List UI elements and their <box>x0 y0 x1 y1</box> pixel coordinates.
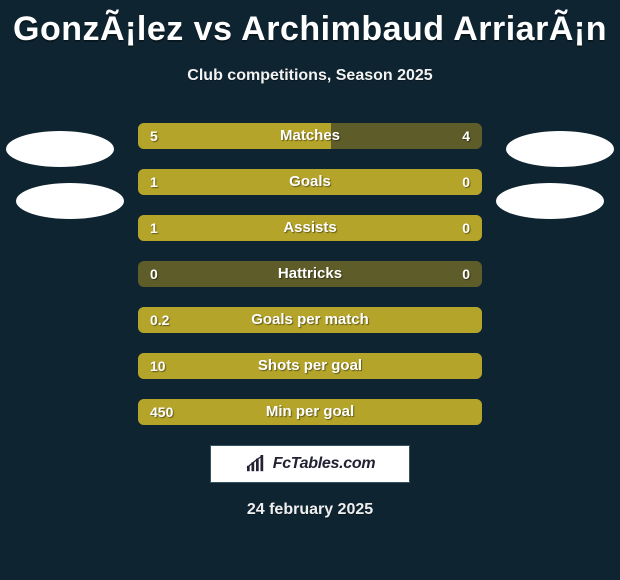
date-label: 24 february 2025 <box>0 501 620 519</box>
stat-label: Assists <box>138 215 482 241</box>
player-left-avatar <box>6 131 114 167</box>
page-title: GonzÃ¡lez vs Archimbaud ArriarÃ¡n <box>0 0 620 49</box>
stat-bars: 54Matches 10Goals 10Assists 00Hattricks 0.2G… <box>138 123 482 425</box>
comparison-stage: 54Matches 10Goals 10Assists 00Hattricks 0.2G… <box>0 123 620 425</box>
stat-label: Min per goal <box>138 399 482 425</box>
stat-row: 10Shots per goal <box>138 353 482 379</box>
stat-label: Hattricks <box>138 261 482 287</box>
stat-label: Goals per match <box>138 307 482 333</box>
stat-row: 10Goals <box>138 169 482 195</box>
player-right-avatar <box>506 131 614 167</box>
stat-row: 450Min per goal <box>138 399 482 425</box>
stat-row: 54Matches <box>138 123 482 149</box>
player-right-avatar-alt <box>496 183 604 219</box>
chart-icon <box>245 455 267 473</box>
subtitle: Club competitions, Season 2025 <box>0 67 620 85</box>
stat-row: 0.2Goals per match <box>138 307 482 333</box>
stat-label: Shots per goal <box>138 353 482 379</box>
stat-label: Matches <box>138 123 482 149</box>
watermark-text: FcTables.com <box>273 455 376 473</box>
stat-label: Goals <box>138 169 482 195</box>
stat-row: 00Hattricks <box>138 261 482 287</box>
stat-row: 10Assists <box>138 215 482 241</box>
watermark: FcTables.com <box>210 445 410 483</box>
player-left-avatar-alt <box>16 183 124 219</box>
